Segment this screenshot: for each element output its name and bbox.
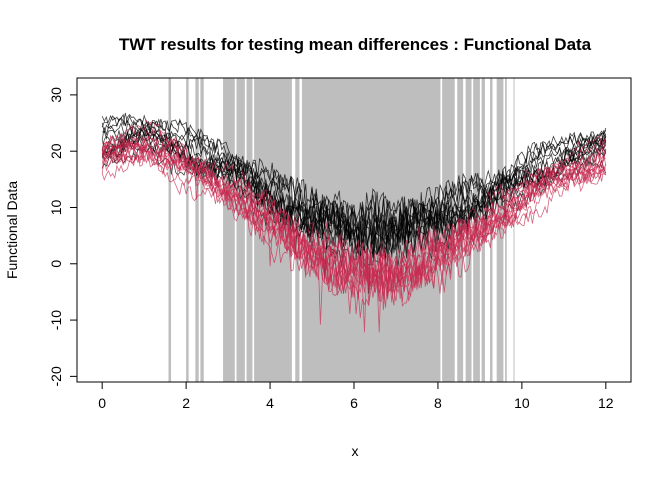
curve-series-2 [101,150,607,308]
y-tick-label: 30 [48,87,64,103]
x-axis: 0 2 4 6 8 10 12 [98,381,614,411]
significant-interval [200,78,204,382]
curve-series-2 [101,146,606,333]
curve-series-2 [101,148,607,325]
y-tick-label: 10 [48,199,64,215]
y-tick-label: 0 [48,260,64,268]
y-axis: -20 -10 0 10 20 30 [48,87,78,386]
curve-series-2 [101,140,606,292]
curve-series-1 [101,118,607,241]
x-tick-label: 12 [598,395,614,411]
curve-series-1 [101,115,607,244]
y-axis-label: Functional Data [4,181,20,279]
significant-interval [186,78,189,382]
significant-interval [168,78,172,382]
curve-series-2 [101,143,607,311]
x-tick-label: 8 [434,395,442,411]
x-tick-label: 4 [266,395,274,411]
significant-interval [195,78,199,382]
y-tick-label: -10 [48,310,64,330]
y-tick-label: -20 [48,366,64,386]
x-axis-label: x [352,443,359,459]
y-tick-label: 20 [48,143,64,159]
x-tick-label: 2 [182,395,190,411]
curves [101,112,607,333]
significant-interval [223,78,235,382]
x-tick-label: 0 [98,395,106,411]
x-tick-label: 6 [350,395,358,411]
significant-interval [513,78,515,382]
significant-interval [236,78,245,382]
x-tick-label: 10 [514,395,530,411]
curve-series-1 [101,123,607,256]
curve-series-1 [101,132,607,255]
chart-title: TWT results for testing mean differences… [119,35,592,54]
